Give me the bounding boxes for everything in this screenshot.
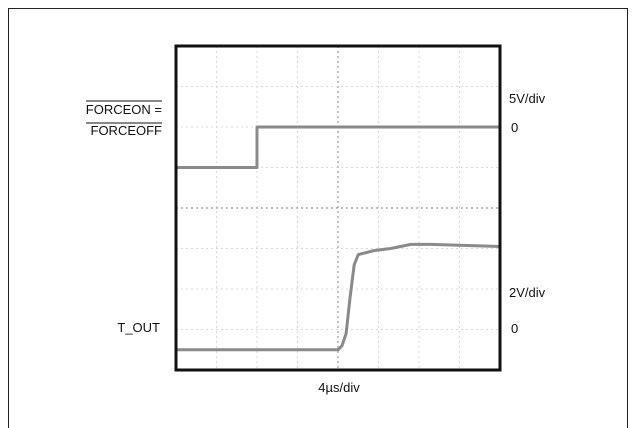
x-scale-label: 4µs/div xyxy=(318,380,360,395)
channel2-zero: 0 xyxy=(511,321,518,336)
trace-channel-1 xyxy=(176,125,500,169)
traces xyxy=(176,125,501,352)
tout-label: T_OUT xyxy=(117,320,160,335)
channel1-zero: 0 xyxy=(511,120,518,135)
figure-frame xyxy=(8,8,628,428)
forceon-label: FORCEON = xyxy=(86,102,162,117)
trace-channel-2 xyxy=(176,242,501,352)
channel1-scale: 5V/div xyxy=(509,91,546,106)
plot-border xyxy=(174,44,502,372)
channel2-scale: 2V/div xyxy=(509,285,546,300)
grid xyxy=(176,46,500,370)
forceoff-label: FORCEOFF xyxy=(91,123,163,138)
